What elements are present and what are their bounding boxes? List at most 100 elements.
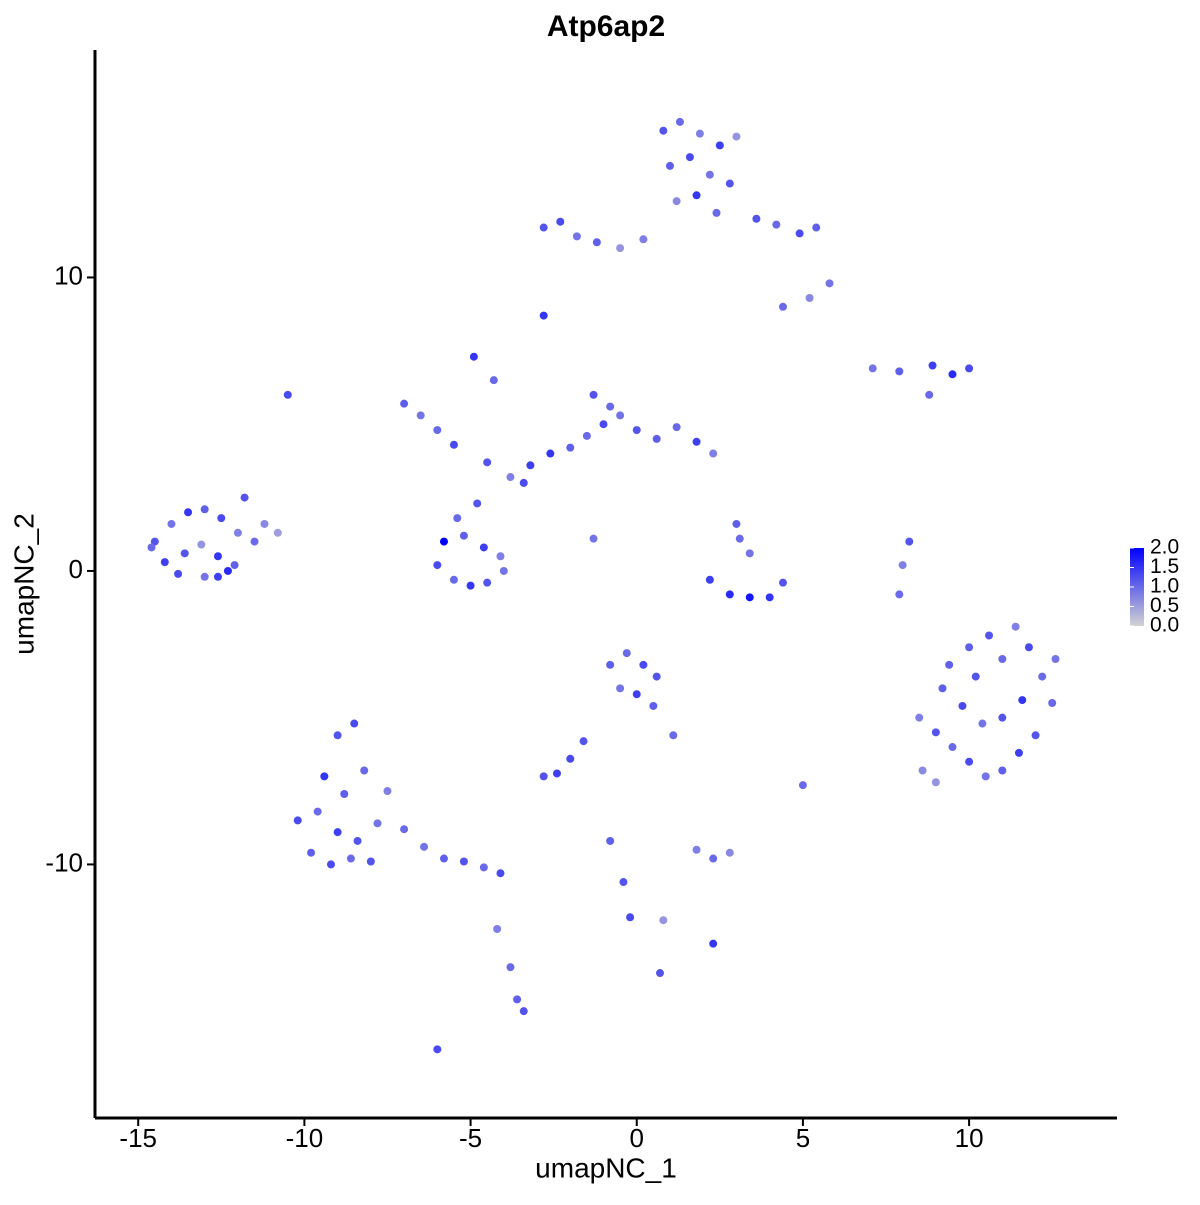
point — [400, 399, 409, 408]
point — [998, 713, 1007, 722]
x-axis-title: umapNC_1 — [535, 1152, 677, 1183]
point — [293, 816, 302, 825]
point — [752, 214, 761, 223]
point — [725, 590, 734, 599]
point — [493, 924, 502, 933]
point — [606, 402, 615, 411]
point — [483, 578, 492, 587]
point — [945, 660, 954, 669]
point — [925, 390, 934, 399]
point — [366, 857, 375, 866]
point — [1011, 622, 1020, 631]
point — [453, 514, 462, 523]
point — [931, 778, 940, 787]
point — [868, 364, 877, 373]
point — [223, 566, 232, 575]
point — [672, 423, 681, 432]
point — [918, 766, 927, 775]
point — [735, 534, 744, 543]
point — [1051, 654, 1060, 663]
x-tick-label: 5 — [796, 1123, 810, 1153]
point — [765, 593, 774, 602]
point — [213, 552, 222, 561]
points — [147, 117, 1060, 1054]
point — [732, 132, 741, 141]
point — [778, 302, 787, 311]
point — [931, 728, 940, 737]
point — [772, 220, 781, 229]
point — [250, 537, 259, 546]
point — [200, 572, 209, 581]
point — [326, 860, 335, 869]
point — [669, 731, 678, 740]
point — [174, 569, 183, 578]
point — [479, 543, 488, 552]
point — [639, 235, 648, 244]
point — [825, 279, 834, 288]
point — [420, 842, 429, 851]
legend-tick-label: 2.0 — [1150, 536, 1179, 559]
point — [466, 581, 475, 590]
point — [217, 514, 226, 523]
point — [978, 719, 987, 728]
point — [353, 836, 362, 845]
point — [449, 440, 458, 449]
point — [439, 854, 448, 863]
point — [333, 828, 342, 837]
point — [167, 519, 176, 528]
x-tick-label: -5 — [459, 1123, 482, 1153]
point — [616, 411, 625, 420]
point — [692, 437, 701, 446]
point — [659, 916, 668, 925]
point — [1018, 696, 1027, 705]
point — [579, 737, 588, 746]
point — [459, 531, 468, 540]
point — [230, 561, 239, 570]
point — [659, 126, 668, 135]
point — [798, 781, 807, 790]
point — [439, 537, 448, 546]
point — [340, 789, 349, 798]
point — [433, 426, 442, 435]
point — [552, 769, 561, 778]
point — [712, 208, 721, 217]
point — [240, 493, 249, 502]
chart-title: Atp6ap2 — [547, 10, 665, 43]
legend-tick-label: 0.0 — [1150, 614, 1179, 637]
point — [672, 197, 681, 206]
point — [795, 229, 804, 238]
point — [333, 731, 342, 740]
point — [985, 631, 994, 640]
point — [197, 540, 206, 549]
point — [639, 660, 648, 669]
point — [184, 508, 193, 517]
point — [1024, 643, 1033, 652]
point — [958, 701, 967, 710]
point — [692, 191, 701, 200]
point — [519, 1007, 528, 1016]
point — [1031, 731, 1040, 740]
point — [905, 537, 914, 546]
point — [998, 766, 1007, 775]
point — [433, 1045, 442, 1054]
point — [513, 995, 522, 1004]
point — [715, 141, 724, 150]
point — [307, 848, 316, 857]
point — [350, 719, 359, 728]
y-axis-title: umapNC_2 — [8, 513, 39, 655]
point — [556, 217, 565, 226]
x-tick-label: -15 — [119, 1123, 157, 1153]
point — [632, 690, 641, 699]
legend-tick-label: 1.5 — [1150, 555, 1179, 578]
point — [459, 857, 468, 866]
point — [539, 772, 548, 781]
point — [147, 543, 156, 552]
point — [606, 836, 615, 845]
x-tick-label: 0 — [630, 1123, 644, 1153]
point — [546, 449, 555, 458]
y-tick-label: -10 — [45, 847, 83, 877]
point — [592, 238, 601, 247]
point — [539, 223, 548, 232]
point — [566, 754, 575, 763]
